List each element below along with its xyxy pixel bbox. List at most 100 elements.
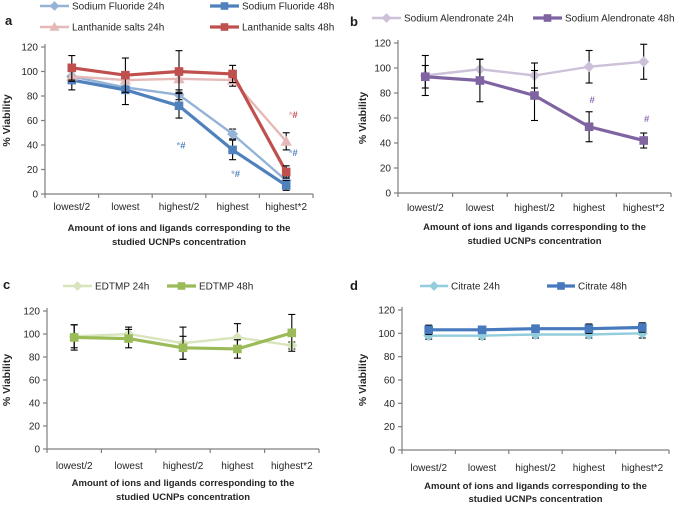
legend-item: EDTMP 24h <box>63 281 149 293</box>
legend: Sodium Fluoride 24h Sodium Fluoride 48h La… <box>40 1 334 34</box>
legend-marker-diamond <box>381 13 392 23</box>
data-point-marker <box>639 136 648 145</box>
y-tick-label: 20 <box>380 164 392 175</box>
x-axis-title-line1: Amount of ions and ligands corresponding… <box>424 481 647 492</box>
y-tick-label: 20 <box>384 422 396 433</box>
y-tick-label: 60 <box>384 376 396 387</box>
y-axis-title: % Viability <box>1 354 13 406</box>
legend-item: Sodium Alendronate 24h <box>372 13 514 25</box>
axes: 0 20 40 60 80 100 120 lowest/2 lowest highest/2 hi… <box>374 39 672 214</box>
y-tick-label: 40 <box>29 399 41 410</box>
x-axis-title-line1: Amount of ions and ligands corresponding… <box>68 223 291 234</box>
panel-label-c: c <box>3 277 11 292</box>
data-point-marker <box>124 334 133 343</box>
series-edtmp-48h <box>69 313 297 360</box>
chart-edtmp: 0 20 40 60 80 100 120 lowest/2 lowest highest/2 hi… <box>1 281 320 503</box>
data-point-marker <box>228 69 237 79</box>
data-point-marker <box>233 344 242 354</box>
y-tick-label: 60 <box>27 116 39 127</box>
y-tick-label: 100 <box>374 64 391 75</box>
x-tick-label: highest <box>573 203 605 214</box>
data-point-marker <box>530 91 539 100</box>
y-axis-title: % Viability <box>1 94 13 146</box>
chart-sodium-alendronate: 0 20 40 60 80 100 120 lowest/2 lowest highest/2 hi… <box>357 13 675 247</box>
data-point-marker <box>287 328 297 338</box>
x-tick-label: highest/2 <box>514 203 555 214</box>
legend-item: Sodium Fluoride 48h <box>210 2 334 13</box>
legend-item: Citrate 48h <box>547 282 627 293</box>
significance-annotation: *# <box>289 110 299 121</box>
y-tick-label: 40 <box>384 399 396 410</box>
legend-label: Sodium Alendronate 48h <box>565 14 675 25</box>
data-point-marker <box>421 72 430 82</box>
data-point-marker <box>424 325 433 335</box>
data-point-marker <box>583 61 595 73</box>
legend-marker-diamond <box>49 1 60 11</box>
y-tick-label: 60 <box>29 376 41 387</box>
y-tick-label: 120 <box>374 39 391 50</box>
y-tick-label: 120 <box>23 307 40 318</box>
x-axis-title-line2: studied UCNPs concentration <box>467 236 601 247</box>
axes: 0 20 40 60 80 100 120 lowest/2 lowest highest/2 hi… <box>21 43 314 213</box>
legend-label: Sodium Fluoride 24h <box>72 2 164 13</box>
panel-label-d: d <box>350 278 358 293</box>
y-tick-label: 100 <box>23 330 40 341</box>
legend-marker-square <box>177 282 186 290</box>
data-point-marker <box>281 181 291 190</box>
y-tick-label: 80 <box>29 353 41 364</box>
legend-label: EDTMP 48h <box>199 282 253 293</box>
data-point-marker <box>174 101 184 111</box>
y-tick-label: 0 <box>389 446 395 457</box>
legend-label: Citrate 24h <box>451 282 500 293</box>
x-tick-label: lowest/2 <box>407 203 444 214</box>
y-tick-label: 100 <box>378 329 395 340</box>
data-point-marker <box>280 135 292 146</box>
significance-annotation: *# <box>177 141 187 152</box>
data-point-marker <box>228 145 237 155</box>
data-point-marker <box>584 122 594 132</box>
panel-c: 0 20 40 60 80 100 120 lowest/2 lowest highest/2 hi… <box>0 253 343 506</box>
data-point-marker <box>174 67 184 76</box>
y-tick-label: 80 <box>384 352 396 363</box>
legend-marker-triangle <box>49 21 60 31</box>
legend: Citrate 24h Citrate 48h <box>420 281 627 293</box>
significance-annotation: # <box>589 95 595 106</box>
legend: EDTMP 24h EDTMP 48h <box>63 281 253 293</box>
x-axis-title-line2: studied UCNPs concentration <box>112 237 246 248</box>
legend-item: EDTMP 48h <box>167 282 253 293</box>
data-point-marker <box>121 70 130 80</box>
y-tick-label: 120 <box>21 43 38 54</box>
significance-annotation: *# <box>289 148 299 159</box>
legend-item: Citrate 24h <box>420 281 500 293</box>
legend: Sodium Alendronate 24h Sodium Alendronate… <box>372 13 675 25</box>
panel-label-b: b <box>350 14 358 29</box>
x-tick-label: lowest/2 <box>53 202 90 213</box>
legend-label: EDTMP 24h <box>95 282 149 293</box>
y-axis-title: % Viability <box>357 92 369 144</box>
x-tick-label: highest*2 <box>623 203 665 214</box>
data-point-marker <box>584 324 594 333</box>
x-tick-label: highest/2 <box>159 202 200 213</box>
significance-annotation: # <box>644 114 650 125</box>
y-tick-label: 0 <box>34 445 40 456</box>
axes: 0 20 40 60 80 100 120 lowest/2 lowest highest/2 hi… <box>378 306 670 474</box>
y-tick-label: 20 <box>29 422 41 433</box>
legend-label: Lanthanide salts 24h <box>72 23 164 34</box>
y-tick-label: 80 <box>27 92 39 103</box>
series-sodium-alendronate-48h <box>421 58 648 149</box>
legend-marker-diamond <box>72 281 83 291</box>
y-tick-label: 20 <box>27 165 39 176</box>
x-tick-label: highest/2 <box>515 463 556 474</box>
legend-marker-square <box>557 282 565 290</box>
legend-marker-diamond <box>429 281 439 291</box>
x-tick-label: lowest <box>114 461 143 472</box>
data-point-marker <box>477 325 487 335</box>
x-tick-label: lowest/2 <box>56 461 93 472</box>
x-tick-label: highest/2 <box>163 461 204 472</box>
y-tick-label: 100 <box>21 67 38 78</box>
chart-sodium-fluoride-lanthanide: 0 20 40 60 80 100 120 lowest/2 lowest highest/2 hi… <box>1 1 334 248</box>
legend-item: Lanthanide salts 24h <box>40 21 164 34</box>
legend-label: Citrate 48h <box>578 282 627 293</box>
data-point-marker <box>227 128 239 140</box>
